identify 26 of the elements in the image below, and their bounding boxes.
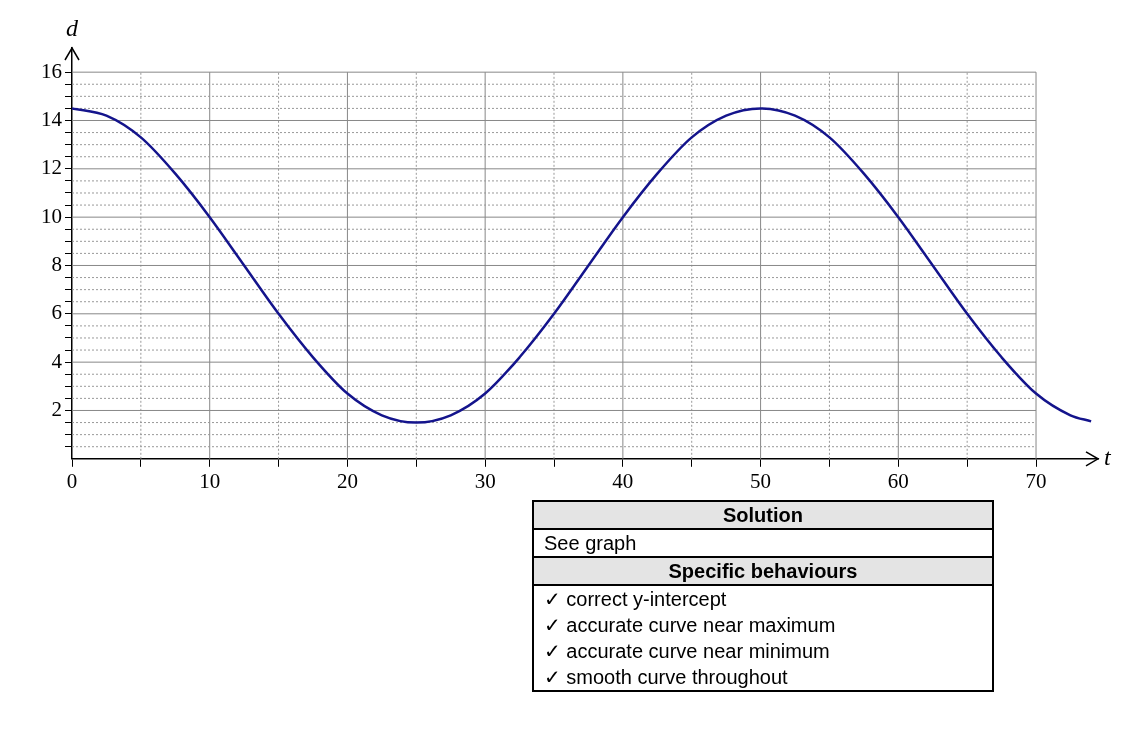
text: ✓ correct y-intercept bbox=[533, 585, 993, 612]
y-tick-label: 10 bbox=[41, 203, 62, 228]
x-tick-label: 30 bbox=[474, 468, 496, 493]
y-tick-label: 2 bbox=[51, 396, 62, 421]
text: See graph bbox=[533, 529, 993, 557]
y-tick-label: 12 bbox=[41, 155, 62, 180]
line-series bbox=[72, 107, 1093, 424]
x-tick-label: 40 bbox=[612, 468, 634, 493]
y-axis-title: d bbox=[66, 15, 79, 42]
x-axis-title: t bbox=[1104, 444, 1112, 471]
y-tick-label: 8 bbox=[51, 252, 62, 276]
text: Specific behaviours bbox=[533, 557, 993, 585]
x-tick-label: 20 bbox=[336, 468, 358, 493]
x-tick-label: 70 bbox=[1025, 468, 1047, 493]
y-tick-label: 14 bbox=[41, 107, 63, 132]
text: ✓ accurate curve near maximum bbox=[533, 612, 993, 638]
text: ✓ smooth curve throughout bbox=[533, 664, 993, 691]
x-tick-label: 0 bbox=[66, 468, 78, 493]
x-tick-label: 60 bbox=[887, 468, 909, 493]
text: ✓ accurate curve near minimum bbox=[533, 638, 993, 664]
x-tick-label: 50 bbox=[750, 468, 772, 493]
y-tick-label: 4 bbox=[51, 348, 63, 373]
text: Solution bbox=[533, 501, 993, 529]
y-tick-label: 6 bbox=[51, 300, 62, 325]
y-tick-label: 16 bbox=[41, 58, 62, 83]
x-tick-label: 10 bbox=[199, 468, 221, 493]
